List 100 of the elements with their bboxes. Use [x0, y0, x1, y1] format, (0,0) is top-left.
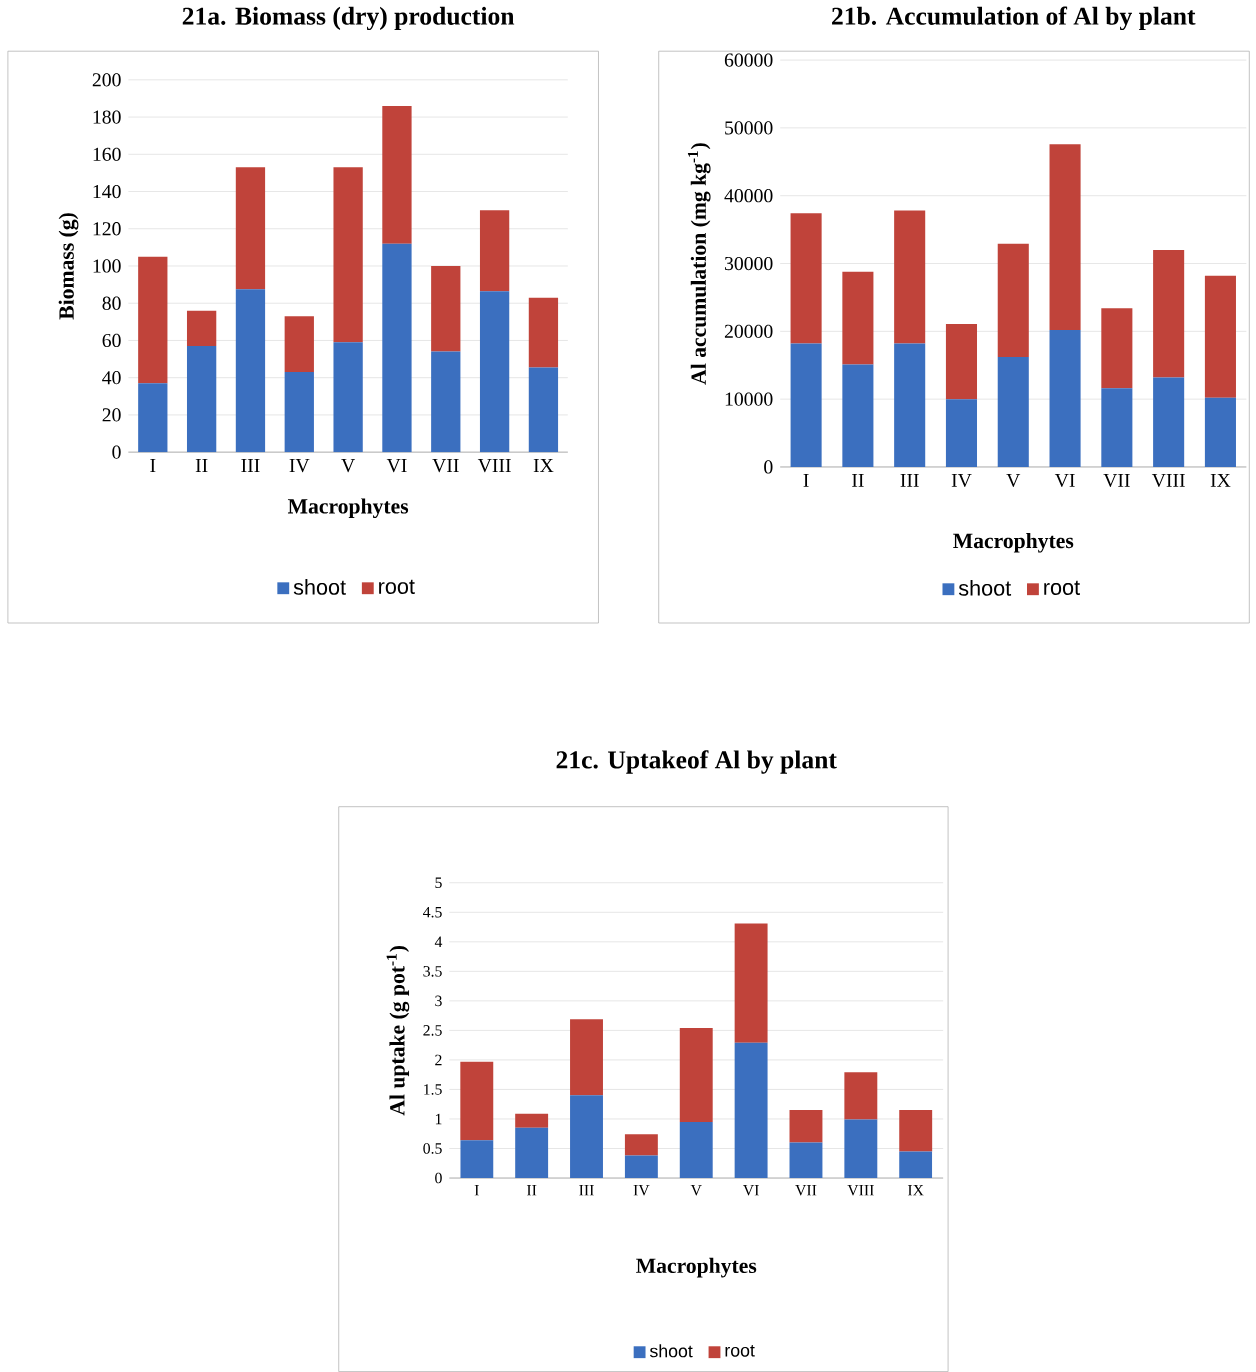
bar — [479, 210, 510, 292]
y-tick-label: 80 — [102, 296, 121, 310]
bar — [515, 1113, 549, 1128]
bar — [431, 351, 461, 453]
y-tick-label: 40000 — [724, 189, 773, 203]
bar — [894, 210, 926, 344]
y-tick-label: 60 — [102, 333, 121, 348]
bar — [624, 1134, 658, 1156]
bar — [945, 399, 977, 467]
bar — [1153, 249, 1185, 378]
bar — [844, 1119, 878, 1179]
x-tick-label: VI — [742, 1184, 759, 1196]
x-tick-label: II — [195, 459, 208, 472]
bar — [1049, 329, 1081, 467]
bar — [1049, 144, 1081, 330]
y-tick-label: 120 — [93, 222, 121, 236]
bar — [1153, 377, 1185, 467]
y-tick-label: 0 — [435, 1172, 442, 1184]
x-tick-label: V — [341, 459, 355, 473]
y-tick-label: 5 — [435, 877, 442, 888]
y-tick-label: 160 — [93, 147, 121, 161]
x-tick-label: IX — [533, 459, 554, 472]
bar — [431, 265, 461, 352]
x-tick-label: IV — [633, 1184, 650, 1196]
y-tick-label: 200 — [92, 73, 121, 87]
x-tick-label: IX — [907, 1184, 924, 1196]
y-tick-label: 30000 — [724, 256, 773, 271]
bar — [186, 310, 217, 347]
x-tick-label: V — [690, 1184, 702, 1196]
bar — [1204, 397, 1236, 467]
y-tick-label: 0 — [112, 445, 121, 459]
y-tick-label: 20000 — [724, 324, 773, 338]
bar — [138, 256, 168, 384]
bar — [844, 1072, 878, 1120]
bar — [899, 1110, 933, 1152]
y-axis-title: Al uptake (g pot$^{-1}$) — [386, 946, 410, 1116]
x-tick-label: II — [851, 473, 864, 487]
bar — [186, 346, 217, 453]
bar — [734, 923, 768, 1043]
bar — [382, 243, 412, 453]
bar — [624, 1155, 658, 1179]
bar — [842, 364, 874, 467]
bar — [945, 323, 977, 400]
x-tick-label: VII — [432, 459, 459, 473]
bar — [679, 1121, 713, 1179]
legend-label: root — [1044, 580, 1080, 595]
bar — [790, 213, 822, 344]
legend-label: root — [379, 579, 415, 594]
bar — [569, 1095, 603, 1179]
x-tick-label: II — [526, 1184, 537, 1196]
bar — [333, 342, 363, 453]
bar — [284, 316, 314, 373]
bar — [1101, 388, 1133, 467]
bar — [528, 367, 558, 453]
bar — [235, 167, 266, 290]
y-axis-title: Al accumulation (mg kg$^{-1}$) — [687, 143, 711, 385]
x-tick-label: IV — [951, 473, 972, 488]
y-tick-label: 4.5 — [422, 906, 442, 918]
bar — [842, 271, 874, 365]
y-tick-label: 2.5 — [423, 1025, 442, 1036]
x-axis-title: Macrophytes — [953, 532, 1074, 553]
bar — [997, 357, 1029, 467]
y-tick-label: 3 — [435, 995, 442, 1007]
bar — [1101, 308, 1133, 389]
bar — [235, 289, 266, 453]
y-tick-label: 20 — [102, 408, 121, 422]
bar — [479, 291, 510, 453]
y-tick-label: 2 — [435, 1054, 442, 1066]
x-tick-label: IX — [1210, 473, 1231, 487]
x-tick-label: I — [803, 473, 809, 487]
y-tick-label: 0.5 — [423, 1143, 442, 1154]
bar — [528, 297, 558, 368]
bar — [790, 343, 822, 467]
y-tick-label: 50000 — [725, 121, 773, 135]
y-tick-label: 1 — [435, 1113, 442, 1125]
chart-title: 21a. Biomass (dry) production — [182, 6, 515, 31]
y-tick-label: 180 — [93, 110, 121, 124]
y-tick-label: 3.5 — [423, 966, 442, 977]
bar — [569, 1019, 603, 1096]
x-tick-label: III — [579, 1184, 594, 1196]
x-tick-label: VIII — [1151, 473, 1185, 488]
x-axis-title: Macrophytes — [636, 1257, 757, 1278]
bar — [899, 1151, 933, 1179]
chart-title: 21c. Uptakeof Al by plant — [556, 750, 837, 774]
bar — [679, 1028, 713, 1122]
y-tick-label: 1.5 — [424, 1084, 442, 1095]
y-axis-title: Biomass (g) — [58, 213, 79, 320]
legend-label: root — [725, 1345, 755, 1357]
x-tick-label: V — [1006, 473, 1021, 488]
bar — [460, 1061, 494, 1141]
bar — [997, 243, 1029, 358]
y-tick-label: 140 — [93, 184, 121, 199]
x-tick-label: I — [474, 1184, 479, 1196]
bar — [138, 383, 168, 453]
bar — [333, 167, 363, 343]
bar — [894, 343, 926, 467]
bar — [460, 1140, 494, 1179]
bar — [789, 1142, 823, 1179]
bar — [382, 105, 412, 244]
y-tick-label: 4 — [434, 936, 443, 947]
